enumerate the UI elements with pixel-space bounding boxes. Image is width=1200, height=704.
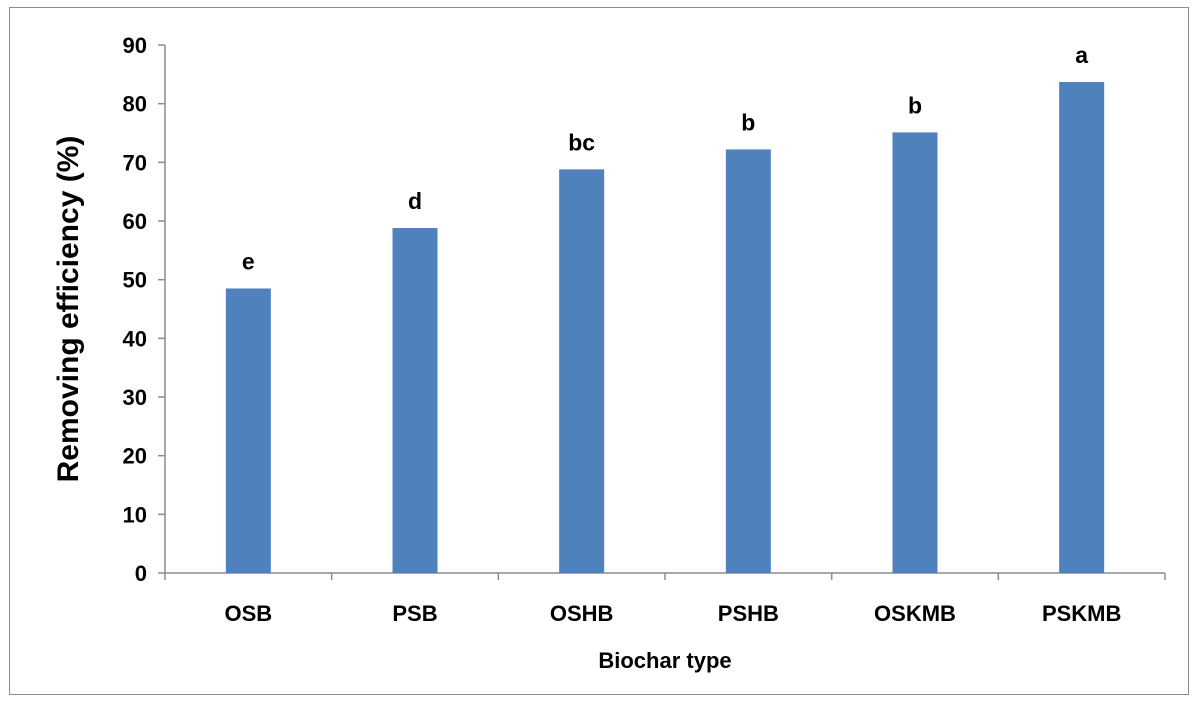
x-tick-label: PSHB	[718, 601, 779, 626]
y-tick-label: 0	[135, 561, 147, 586]
x-axis-title: Biochar type	[598, 648, 731, 673]
significance-label: b	[741, 109, 755, 135]
significance-label: b	[908, 92, 922, 118]
significance-labels: e d bc b b a	[242, 42, 1088, 275]
y-tick-label: 90	[123, 33, 147, 58]
x-tick-label: PSKMB	[1042, 601, 1121, 626]
y-tick-label: 80	[123, 92, 147, 117]
bar-pskmb	[1059, 81, 1105, 574]
bar-psb	[392, 228, 438, 574]
y-tick-label: 20	[123, 444, 147, 469]
y-tick-label: 60	[123, 209, 147, 234]
y-tick-label: 40	[123, 326, 147, 351]
y-tick-label: 30	[123, 385, 147, 410]
significance-label: bc	[568, 129, 595, 155]
x-tick-label: PSB	[392, 601, 437, 626]
y-tick-label: 70	[123, 150, 147, 175]
y-axis-title: Removing efficiency (%)	[52, 136, 85, 483]
significance-label: e	[242, 248, 255, 274]
bar-pshb	[725, 149, 771, 573]
x-tick-label: OSHB	[550, 601, 614, 626]
bar-oskmb	[892, 132, 938, 573]
x-axis: OSB PSB OSHB PSHB OSKMB PSKMB	[164, 572, 1166, 626]
bar-oshb	[559, 169, 605, 573]
significance-label: a	[1075, 42, 1088, 68]
bar-osb	[225, 288, 271, 573]
y-axis: 0 10 20 30 40 50 60 70 80 90	[123, 33, 166, 586]
y-tick-label: 10	[123, 502, 147, 527]
x-tick-label: OSKMB	[874, 601, 956, 626]
significance-label: d	[408, 188, 422, 214]
x-tick-label: OSB	[224, 601, 272, 626]
y-tick-label: 50	[123, 268, 147, 293]
bars	[225, 81, 1105, 574]
